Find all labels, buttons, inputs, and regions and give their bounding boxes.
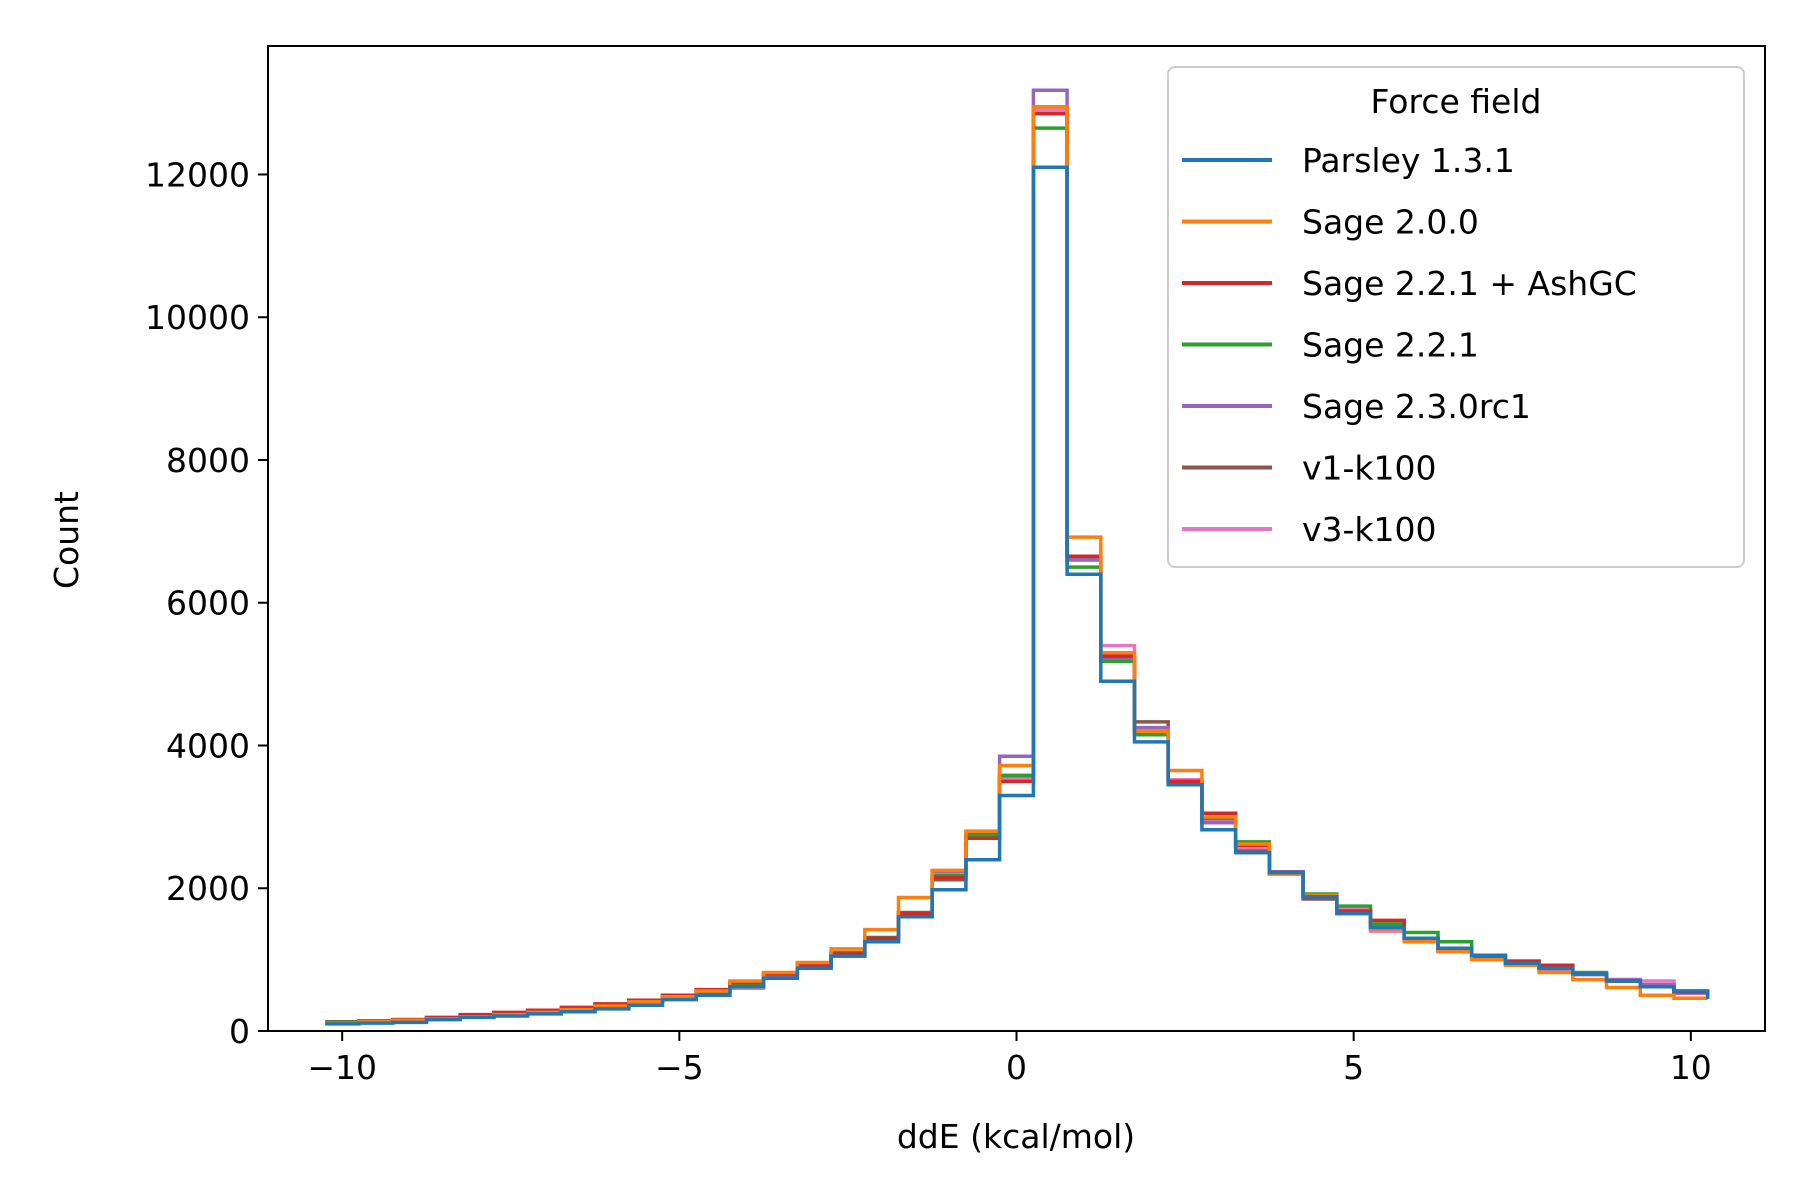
- legend-label-1: Sage 2.0.0: [1302, 203, 1479, 242]
- y-tick-label: 2000: [166, 869, 250, 908]
- legend-label-2: Sage 2.2.1 + AshGC: [1302, 264, 1637, 303]
- legend-box: [1167, 66, 1745, 568]
- series-line-0: [325, 165, 1710, 1026]
- legend-label-4: Sage 2.3.0rc1: [1302, 387, 1531, 426]
- x-tick-label: 0: [1006, 1048, 1027, 1087]
- x-axis-ticks: −10 −5 0 5 10: [307, 1031, 1712, 1087]
- x-tick-label: 10: [1670, 1048, 1712, 1087]
- legend-title: Force field: [1371, 82, 1542, 121]
- legend-label-0: Parsley 1.3.1: [1302, 141, 1515, 180]
- series-layer: [325, 88, 1710, 1026]
- y-tick-label: 12000: [145, 155, 250, 194]
- y-tick-label: 4000: [166, 726, 250, 765]
- x-tick-label: −10: [307, 1048, 377, 1087]
- legend-label-5: v1-k100: [1302, 449, 1437, 488]
- y-tick-label: 6000: [166, 584, 250, 623]
- x-tick-label: 5: [1343, 1048, 1364, 1087]
- legend-label-3: Sage 2.2.1: [1302, 326, 1479, 365]
- legend-label-6: v3-k100: [1302, 510, 1437, 549]
- x-tick-label: −5: [655, 1048, 704, 1087]
- legend: Force field Parsley 1.3.1 Sage 2.0.0 Sage …: [1167, 66, 1745, 568]
- y-tick-label: 8000: [166, 441, 250, 480]
- x-axis-label: ddE (kcal/mol): [897, 1117, 1135, 1156]
- legend-entries: Parsley 1.3.1 Sage 2.0.0 Sage 2.2.1 + AshG…: [1182, 141, 1637, 549]
- y-axis-ticks: 0 2000 4000 6000 8000 10000 12000: [145, 155, 268, 1051]
- y-tick-label: 10000: [145, 298, 250, 337]
- y-axis-label: Count: [47, 491, 86, 589]
- y-tick-label: 0: [229, 1012, 250, 1051]
